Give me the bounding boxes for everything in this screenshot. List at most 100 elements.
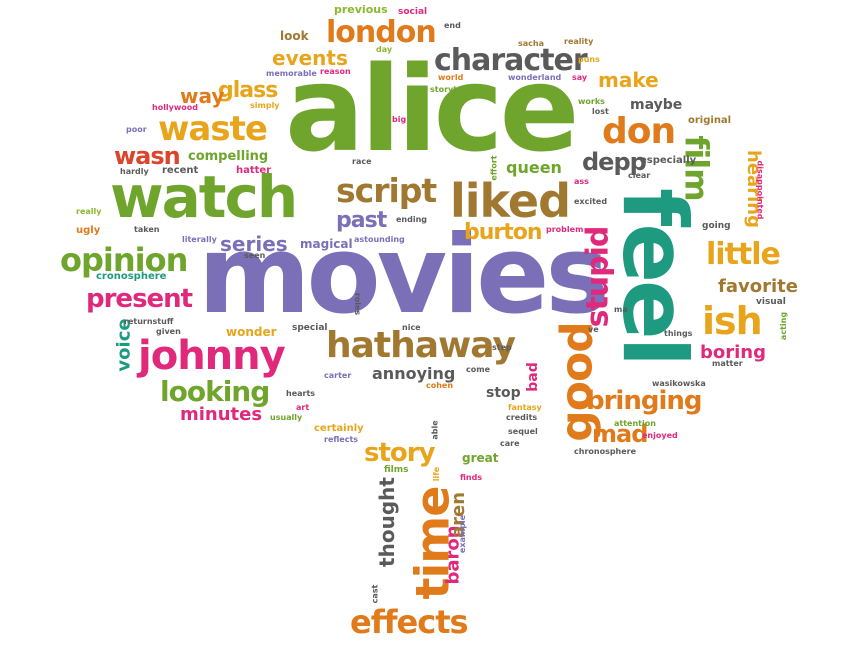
word-glass: glass — [218, 78, 278, 103]
word-ugly: ugly — [76, 225, 101, 236]
word-london: london — [326, 15, 437, 50]
word-going: going — [702, 221, 731, 231]
word-minutes: minutes — [180, 404, 263, 425]
word-liked: liked — [450, 174, 571, 228]
word-stupid: stupid — [580, 226, 616, 328]
word-alice: alice — [285, 40, 579, 178]
word-favorite: favorite — [718, 276, 798, 297]
word-watch: watch — [110, 163, 298, 231]
word-memorable: memorable — [266, 69, 317, 78]
word-voice: voice — [113, 318, 135, 372]
word-thought: thought — [374, 477, 399, 567]
word-sequel: sequel — [508, 427, 538, 436]
word-usually: usually — [270, 413, 303, 422]
word-maybe: maybe — [630, 97, 683, 113]
word-make: make — [598, 68, 659, 92]
word-story: story — [364, 438, 436, 468]
word-hathaway: hathaway — [326, 325, 516, 366]
word-bringing: bringing — [586, 386, 702, 416]
word-nice: nice — [402, 323, 421, 332]
word-poor: poor — [126, 125, 147, 134]
word-stop: stop — [486, 385, 521, 401]
word-fantasy: fantasy — [508, 403, 542, 412]
word-reflects: reflects — [324, 435, 359, 444]
word-astounding: astounding — [354, 235, 405, 244]
word-art: art — [296, 403, 310, 412]
word-effort: effort — [489, 155, 499, 181]
word-simply: simply — [250, 101, 280, 110]
word-hatter: hatter — [236, 165, 272, 176]
word-cohen: cohen — [426, 381, 454, 390]
word-effects: effects — [350, 603, 469, 641]
word-carter: carter — [324, 371, 352, 380]
word-especially: especially — [640, 155, 697, 166]
word-film: film — [677, 135, 716, 201]
word-things: things — [664, 329, 693, 338]
word-care: care — [500, 439, 520, 448]
word-bad: bad — [524, 362, 541, 392]
word-sacha: sacha — [518, 39, 544, 48]
word-matter: matter — [712, 359, 743, 368]
word-look: look — [280, 29, 309, 43]
word-ma: ma — [614, 305, 628, 314]
word-returnstuff: returnstuff — [124, 317, 174, 326]
word-storytelling: storytelling — [430, 85, 483, 94]
word-step: step — [492, 343, 512, 352]
word-recent: recent — [162, 165, 199, 176]
word-chronosphere: chronosphere — [574, 447, 637, 456]
word-end: end — [444, 21, 461, 30]
word-ish: ish — [702, 299, 763, 343]
word-past: past — [336, 208, 387, 233]
word-reason: reason — [320, 67, 351, 76]
word-magical: magical — [300, 237, 353, 251]
word-script: script — [336, 171, 437, 210]
word-annoying: annoying — [372, 364, 456, 383]
word-queen: queen — [506, 158, 562, 177]
word-special: special — [292, 323, 328, 333]
word-films: films — [384, 465, 409, 475]
word-johnny: johnny — [138, 333, 286, 379]
word-compelling: compelling — [188, 149, 269, 164]
word-problem: problem — [546, 225, 584, 234]
word-mad: mad — [592, 420, 648, 448]
word-come: come — [466, 365, 490, 374]
word-boring: boring — [700, 342, 766, 363]
word-say: say — [572, 73, 588, 82]
word-literally: literally — [182, 235, 217, 244]
word-works: works — [578, 97, 605, 106]
word-wasikowska: wasikowska — [652, 379, 706, 388]
word-visual: visual — [756, 297, 786, 307]
word-original: original — [688, 115, 732, 126]
word-ass: ass — [574, 177, 589, 186]
word-world: world — [438, 73, 464, 82]
word-wonder: wonder — [226, 325, 277, 339]
word-great: great — [462, 451, 499, 465]
word-wonderland: wonderland — [508, 73, 562, 82]
word-looking: looking — [160, 375, 270, 408]
word-hollywood: hollywood — [152, 103, 198, 112]
word-cast: cast — [370, 584, 380, 604]
word-cronosphere: cronosphere — [96, 271, 167, 282]
word-present: present — [86, 284, 193, 314]
word-series: series — [220, 232, 288, 256]
word-able: able — [430, 420, 440, 440]
word-reality: reality — [564, 37, 594, 46]
word-wasn: wasn — [114, 142, 181, 170]
word-enjoyed: enjoyed — [642, 431, 678, 440]
word-don: don — [602, 111, 676, 152]
word-credits: credits — [506, 413, 538, 422]
word-big: big — [392, 115, 407, 124]
word-character: character — [434, 43, 588, 78]
word-roles: roles — [353, 292, 363, 316]
word-hardly: hardly — [120, 167, 149, 176]
word-social: social — [398, 7, 428, 17]
word-ending: ending — [396, 215, 428, 224]
word-life: life — [432, 466, 442, 482]
word-certainly: certainly — [314, 423, 364, 434]
word-depp: depp — [582, 148, 647, 176]
word-ve: ve — [588, 325, 599, 334]
word-example: example — [458, 514, 468, 554]
word-disappointed: disappointed — [755, 160, 765, 220]
word-hearts: hearts — [286, 389, 316, 398]
